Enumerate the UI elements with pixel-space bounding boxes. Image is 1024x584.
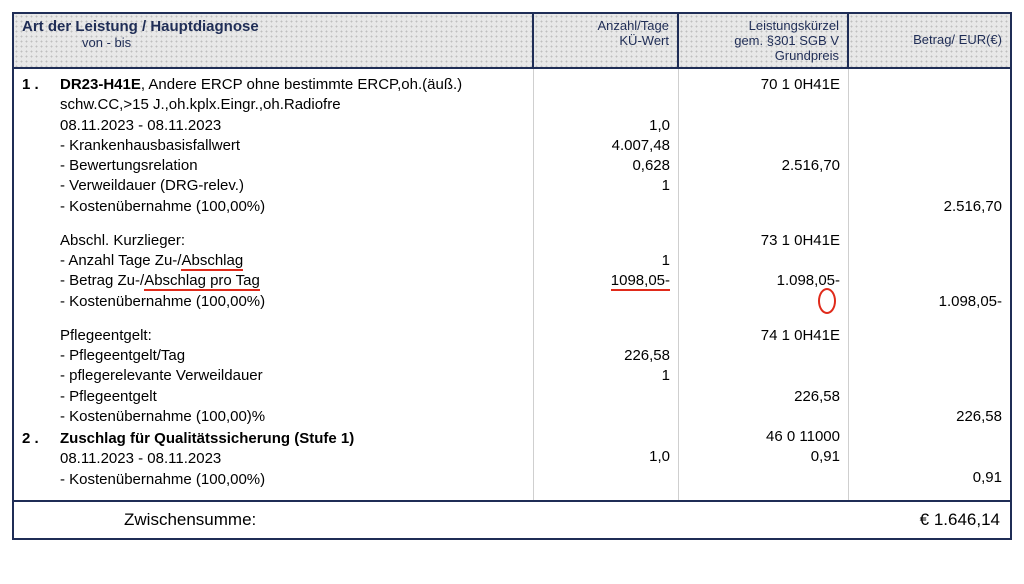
kzl-v1: 1 xyxy=(542,251,670,271)
header-c3-l1: Leistungskürzel xyxy=(687,18,839,33)
pfl-v1: 226,58 xyxy=(542,346,670,366)
item1-num: 1 . xyxy=(22,75,60,95)
c3-grund1: 2.516,70 xyxy=(687,156,840,176)
header-c3-l2: gem. §301 SGB V xyxy=(687,33,839,48)
pfl-l4: - Kostenübernahme (100,00)% xyxy=(22,407,525,427)
item1-kue: - Kostenübernahme (100,00%) xyxy=(22,197,525,217)
item1-desc1: , Andere ERCP ohne bestimmte ERCP,oh.(äu… xyxy=(141,76,462,93)
header-c2-l1: Anzahl/Tage xyxy=(542,18,669,33)
item2-header: 2 . Zuschlag für Qualitätssicherung (Stu… xyxy=(22,429,525,449)
billing-table: Art der Leistung / Hauptdiagnose von - b… xyxy=(12,12,1012,540)
pfl-title: Pflegeentgelt: xyxy=(22,326,525,346)
header-col-code: Leistungskürzel gem. §301 SGB V Grundpre… xyxy=(679,14,849,67)
header-c2-l2: KÜ-Wert xyxy=(542,33,669,48)
header-col-service: Art der Leistung / Hauptdiagnose von - b… xyxy=(14,14,534,67)
v-vwd: 1 xyxy=(542,176,670,196)
item2-kue: - Kostenübernahme (100,00%) xyxy=(22,470,525,490)
body-col-code: 70 1 0H41E 2.516,70 73 1 0H41E 1.098,05-… xyxy=(679,69,849,500)
c3-pfl-code: 74 1 0H41E xyxy=(687,326,840,346)
c4-pfl-betrag: 226,58 xyxy=(857,407,1002,427)
annot-underline-1: Abschlag xyxy=(181,252,243,269)
header-col-amount: Betrag/ EUR(€) xyxy=(849,14,1010,67)
header-title-1: Art der Leistung / Hauptdiagnose xyxy=(22,18,259,35)
pfl-l1: - Pflegeentgelt/Tag xyxy=(22,346,525,366)
item1-desc2: schw.CC,>15 J.,oh.kplx.Eingr.,oh.Radiofr… xyxy=(22,95,525,115)
item1-dates: 08.11.2023 - 08.11.2023 xyxy=(22,116,525,136)
v-khbw: 4.007,48 xyxy=(542,136,670,156)
c3-item2-grund: 0,91 xyxy=(687,447,840,467)
kzl-l3: - Kostenübernahme (100,00%) xyxy=(22,292,525,312)
item1-code: DR23-H41E xyxy=(60,76,141,93)
item2-title: Zuschlag für Qualitätssicherung (Stufe 1… xyxy=(60,429,525,449)
table-header: Art der Leistung / Hauptdiagnose von - b… xyxy=(14,14,1010,69)
item1-khbw: - Krankenhausbasisfallwert xyxy=(22,136,525,156)
pfl-v2: 1 xyxy=(542,366,670,386)
annot-underline-3: 1098,05- xyxy=(611,272,670,289)
v-one: 1,0 xyxy=(542,116,670,136)
header-c3-l3: Grundpreis xyxy=(687,48,839,63)
kzl-v2: 1098,05- xyxy=(542,271,670,291)
annot-underline-2: Abschlag pro Tag xyxy=(144,272,260,289)
kzl-l1: - Anzahl Tage Zu-/Abschlag xyxy=(22,251,525,271)
c3-kzl-code: 73 1 0H41E xyxy=(687,231,840,251)
body-col-desc: 1 . DR23-H41E, Andere ERCP ohne bestimmt… xyxy=(14,69,534,500)
c4-kzl-betrag: 1.098,05- xyxy=(857,292,1002,312)
c4-betrag1: 2.516,70 xyxy=(857,197,1002,217)
subtotal-label: Zwischensumme: xyxy=(24,510,704,530)
header-c4: Betrag/ EUR(€) xyxy=(913,18,1002,47)
kzl-title: Abschl. Kurzlieger: xyxy=(22,231,525,251)
header-sub-1: von - bis xyxy=(22,35,524,50)
v-bew: 0,628 xyxy=(542,156,670,176)
body-col-qty: 1,0 4.007,48 0,628 1 1 1098,05- 226,58 1… xyxy=(534,69,679,500)
c4-item2-betrag: 0,91 xyxy=(857,468,1002,488)
item2-dates: 08.11.2023 - 08.11.2023 xyxy=(22,449,525,469)
item2-v-one: 1,0 xyxy=(542,447,670,467)
c3-code1: 70 1 0H41E xyxy=(687,75,840,95)
c3-item2-code: 46 0 11000 xyxy=(687,427,840,447)
item1-vwd: - Verweildauer (DRG-relev.) xyxy=(22,176,525,196)
subtotal-value: € 1.646,14 xyxy=(704,510,1000,530)
header-col-qty: Anzahl/Tage KÜ-Wert xyxy=(534,14,679,67)
c3-pfl-grund: 226,58 xyxy=(687,387,840,407)
pfl-l3: - Pflegeentgelt xyxy=(22,387,525,407)
body-col-amount: 2.516,70 1.098,05- 226,58 0,91 xyxy=(849,69,1010,500)
kzl-l2: - Betrag Zu-/Abschlag pro Tag xyxy=(22,271,525,291)
c3-kzl-grund: 1.098,05- xyxy=(687,271,840,291)
pfl-l2: - pflegerelevante Verweildauer xyxy=(22,366,525,386)
item1-bew: - Bewertungsrelation xyxy=(22,156,525,176)
subtotal-row: Zwischensumme: € 1.646,14 xyxy=(14,500,1010,538)
table-body: 1 . DR23-H41E, Andere ERCP ohne bestimmt… xyxy=(14,69,1010,500)
item1-header: 1 . DR23-H41E, Andere ERCP ohne bestimmt… xyxy=(22,75,525,95)
item2-num: 2 . xyxy=(22,429,60,449)
